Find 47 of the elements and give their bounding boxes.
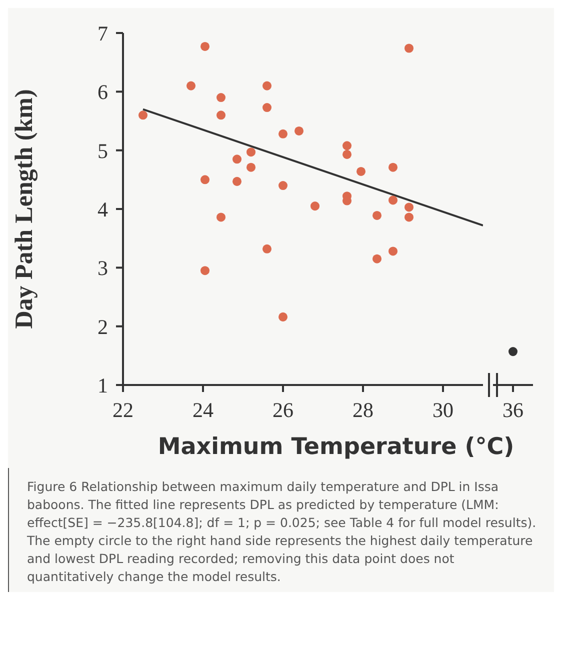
point [200, 266, 210, 276]
point [262, 81, 272, 90]
point [262, 103, 272, 112]
point [278, 129, 288, 138]
point [388, 162, 398, 172]
point [372, 210, 382, 220]
x-tick-label: 36 [502, 398, 524, 422]
x-tick-label: 28 [352, 398, 374, 422]
x-tick-label: 22 [112, 398, 134, 422]
point [278, 181, 288, 190]
point [246, 162, 256, 172]
y-tick-label: 5 [98, 138, 108, 163]
y-tick-label: 4 [98, 197, 108, 222]
point [262, 244, 272, 254]
point [404, 202, 414, 212]
x-tick-label: 24 [192, 398, 214, 422]
x-tick-label: 26 [272, 398, 294, 422]
point [294, 126, 304, 136]
point [216, 93, 226, 102]
point [310, 202, 320, 211]
point [404, 44, 414, 53]
y-tick-label: 7 [98, 21, 108, 46]
point [388, 196, 398, 205]
point [404, 212, 414, 222]
caption: Figure 6 Relationship between maximum daily temperature and DPL in Issa baboons. The fitted line represents DPL as predicted by temperature (LMM: effect[SE] = −235.8[104.8]; df = 1; p = 0.025; see Table 4 for full model results). The empty circle to the right hand side represents the highest daily temperature and lowest DPL reading recorded; removing this data point does not quantitatively change the model results. [8, 468, 554, 592]
point [356, 166, 366, 176]
y-axis-title: Day Path Length (km) [10, 89, 38, 329]
x-tick-label: 30 [432, 398, 454, 422]
y-tick-label: 3 [98, 256, 108, 280]
point [232, 154, 242, 164]
point [388, 246, 398, 256]
y-tick-label: 6 [98, 80, 108, 104]
y-tick-label: 1 [98, 373, 108, 398]
x-axis-title: Maximum Temperature (°C) [156, 434, 516, 460]
point [138, 110, 148, 120]
point [186, 81, 196, 90]
point [342, 141, 352, 150]
y-tick-label: 2 [98, 314, 108, 339]
point [216, 212, 226, 222]
point [232, 176, 242, 186]
point [216, 110, 226, 120]
point [200, 42, 210, 51]
point [200, 175, 210, 184]
point [246, 148, 256, 157]
point [372, 254, 382, 264]
point [278, 312, 288, 322]
point [342, 150, 352, 159]
